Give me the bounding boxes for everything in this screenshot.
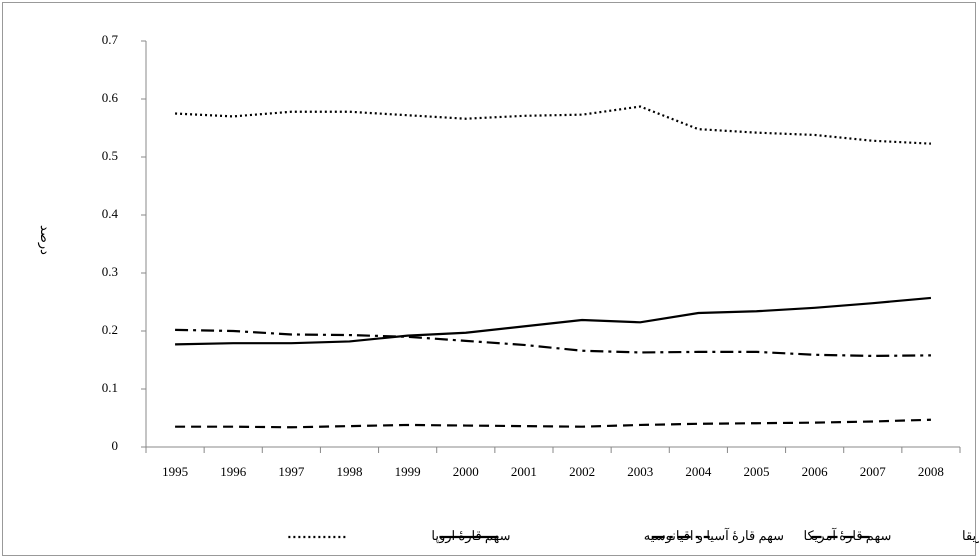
x-tick-label: 1995	[162, 464, 188, 479]
y-tick-label: 0.5	[102, 148, 118, 163]
y-tick-label: 0.7	[102, 32, 119, 47]
y-tick-label: 0.2	[102, 322, 118, 337]
y-tick-label: 0.4	[102, 206, 119, 221]
y-tick-label: 0.6	[102, 90, 119, 105]
x-tick-label: 2008	[918, 464, 944, 479]
series-line	[175, 296, 932, 346]
y-tick-label: 0.1	[102, 380, 118, 395]
x-tick-label: 2004	[685, 464, 712, 479]
series-line	[175, 328, 931, 358]
x-tick-label: 1998	[337, 464, 363, 479]
y-axis-label: درصد	[37, 225, 53, 255]
y-tick-label: 0.3	[102, 264, 118, 279]
x-tick-label: 1996	[220, 464, 247, 479]
x-tick-label: 2003	[627, 464, 653, 479]
x-tick-label: 2001	[511, 464, 537, 479]
x-tick-label: 2002	[569, 464, 595, 479]
x-tick-label: 2000	[453, 464, 479, 479]
x-tick-label: 2007	[860, 464, 887, 479]
y-tick-label: 0	[112, 438, 119, 453]
series-line	[175, 418, 931, 429]
legend-label: سهم قارهٔ آمریکا	[804, 527, 892, 544]
x-tick-label: 1997	[278, 464, 305, 479]
legend-label: سهم قارهٔ آسیا و اقیانوسیه	[644, 527, 784, 544]
legend-label: سهم قارهٔ اروپا	[431, 528, 510, 544]
legend-label: سهم قارهٔ آفریقا	[962, 527, 979, 544]
series-line	[175, 105, 931, 145]
x-tick-label: 2006	[802, 464, 829, 479]
x-tick-label: 2005	[744, 464, 770, 479]
x-tick-label: 1999	[395, 464, 421, 479]
